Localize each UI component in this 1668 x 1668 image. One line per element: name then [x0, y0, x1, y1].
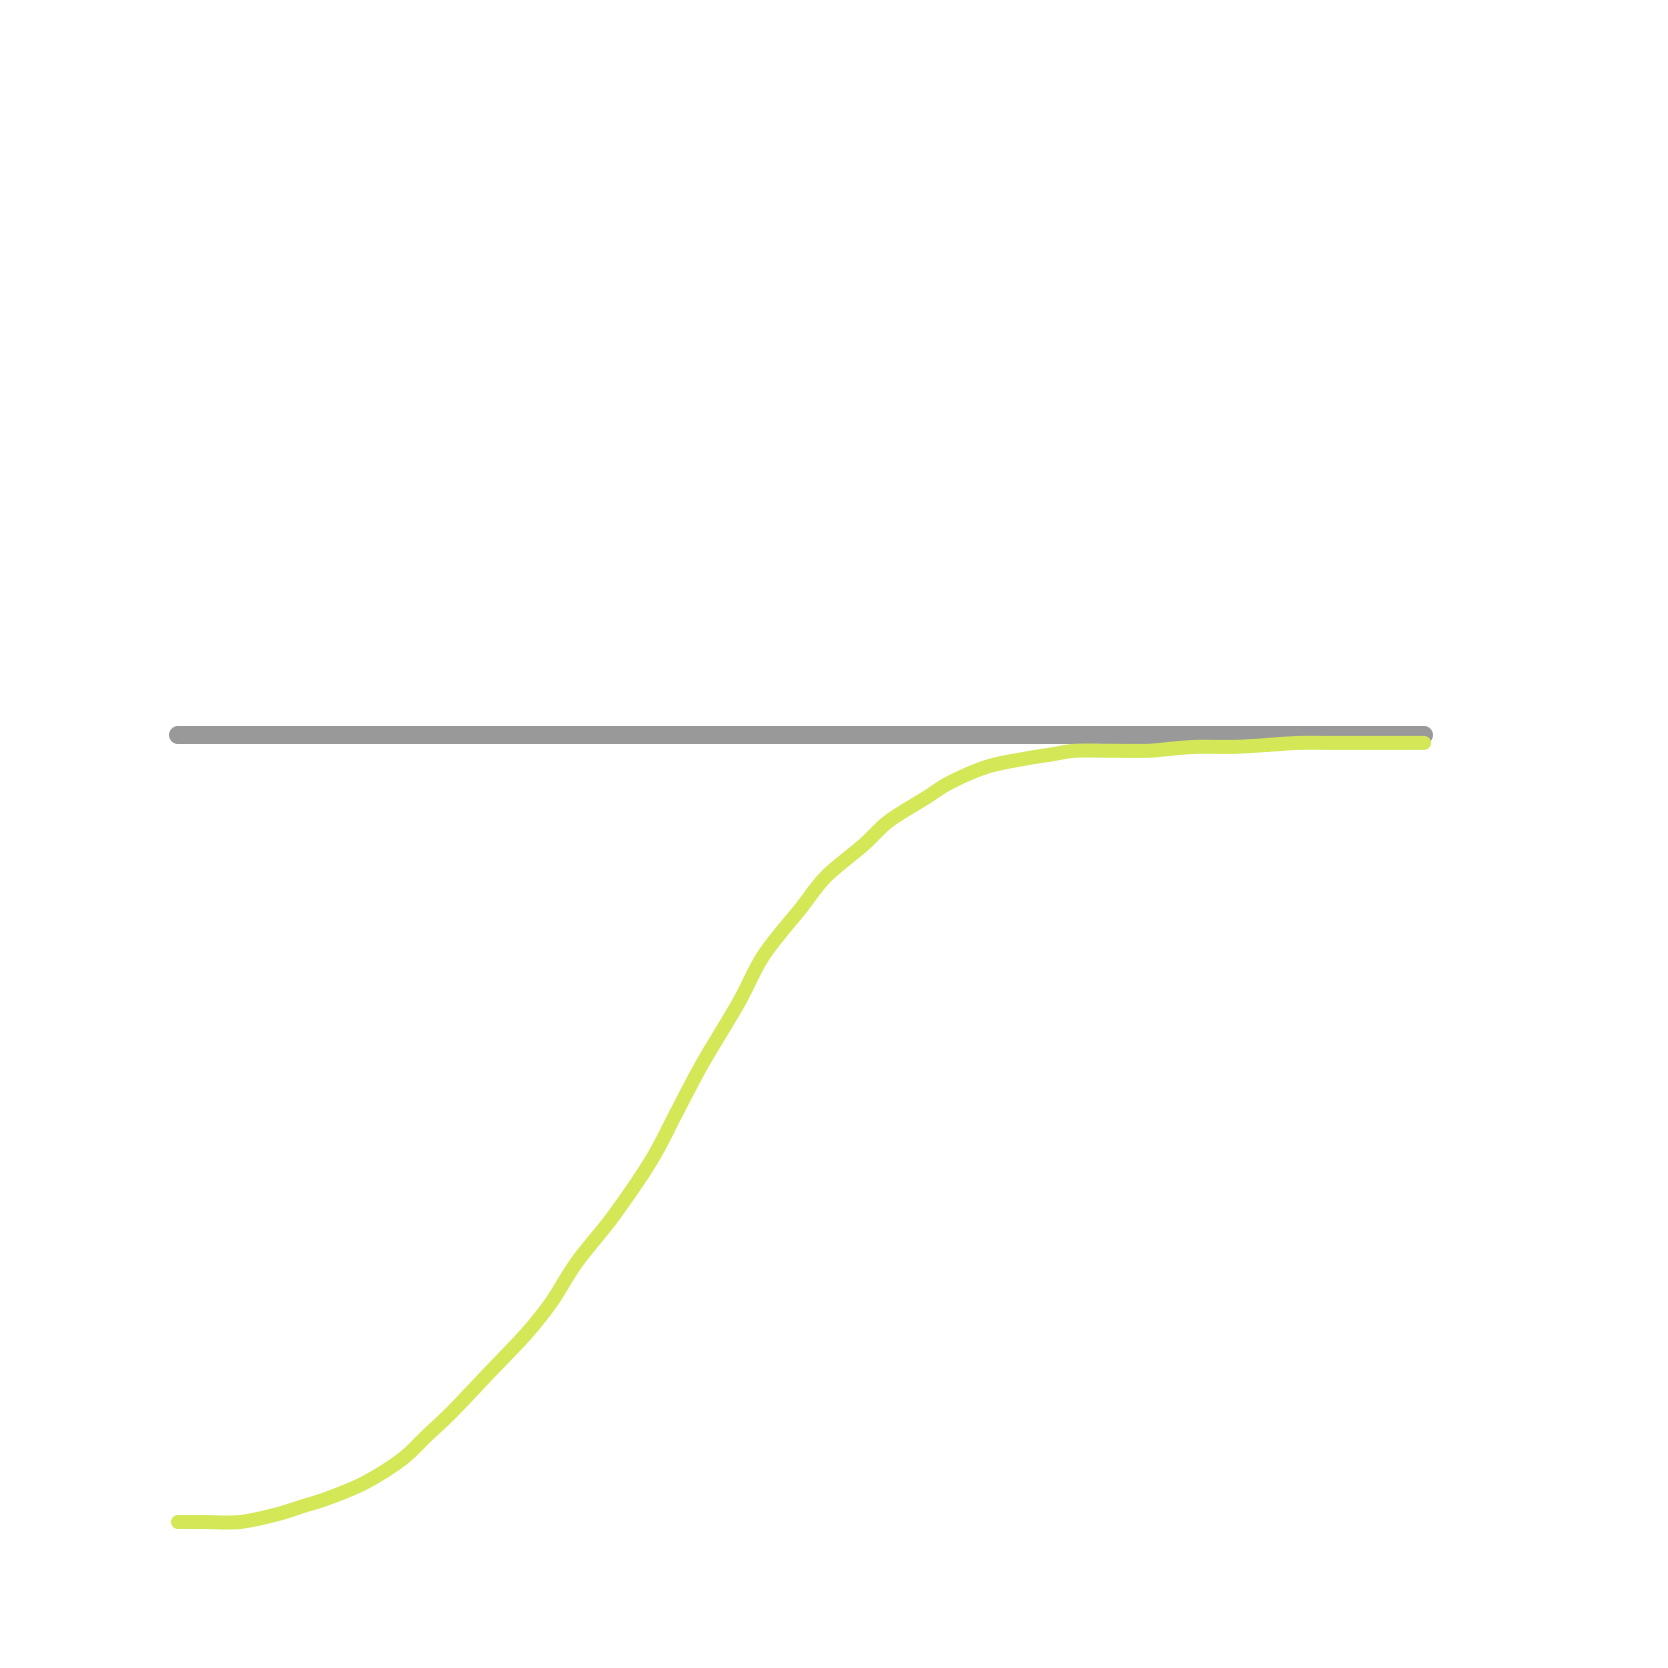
- series-line-curve: [171, 735, 1431, 1530]
- series-layer: [169, 726, 1433, 1530]
